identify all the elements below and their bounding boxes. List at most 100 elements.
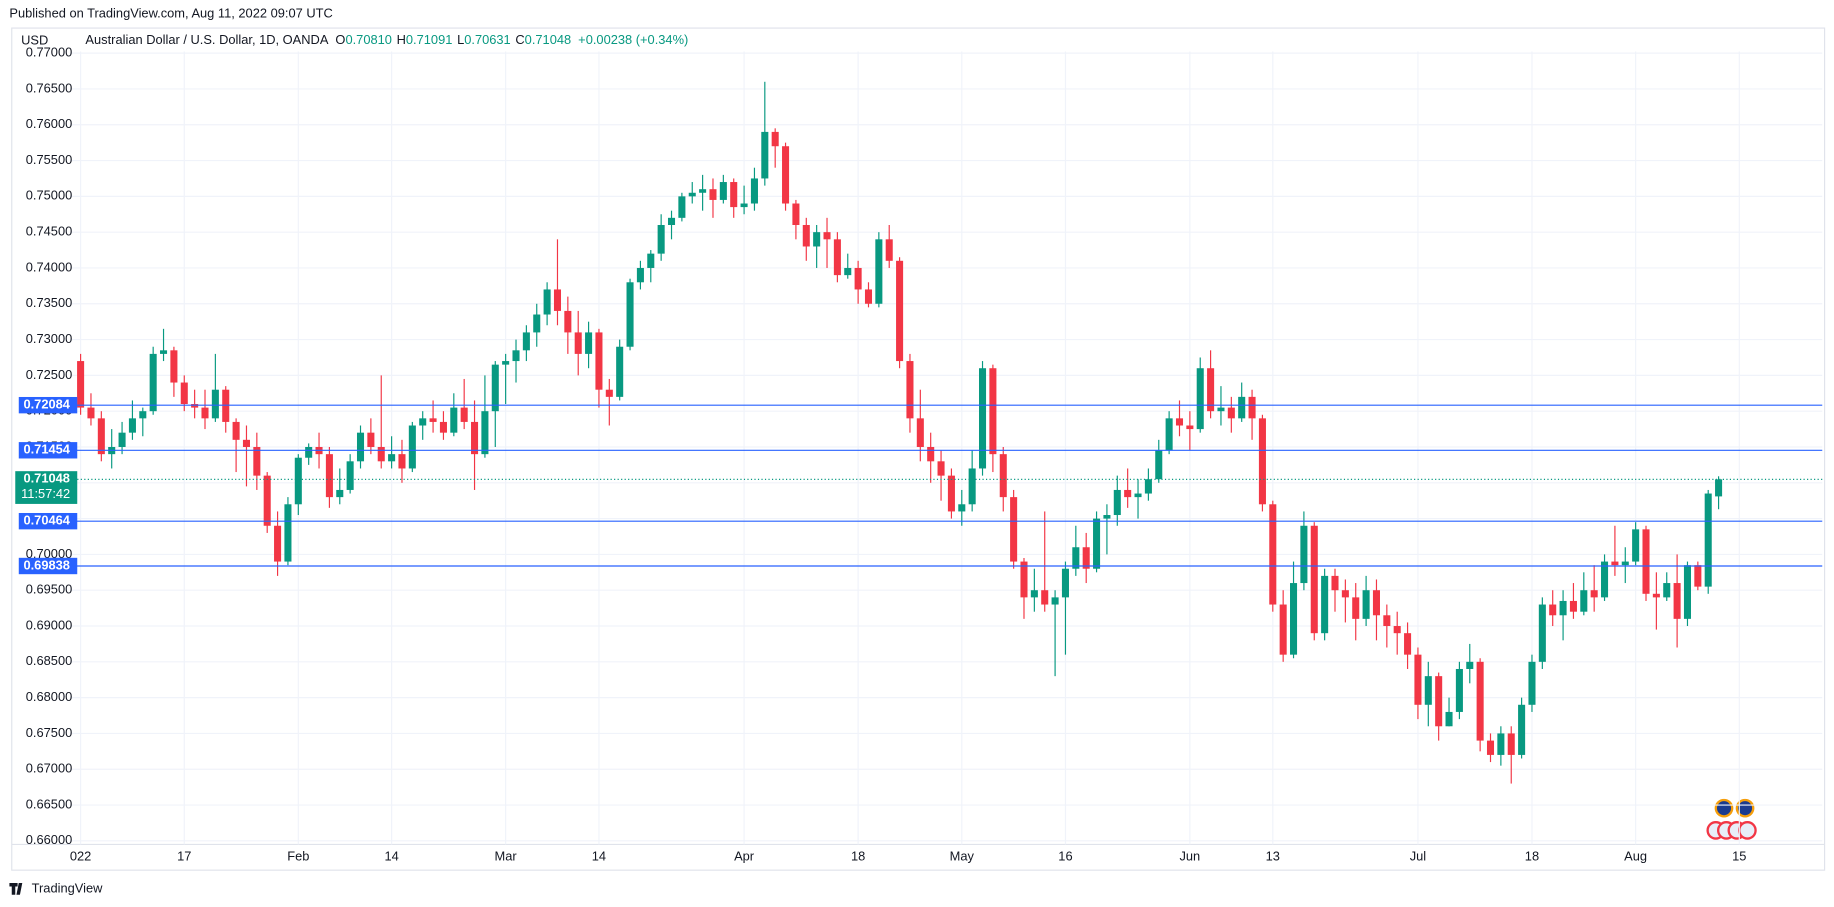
y-tick-label: 0.73500: [26, 295, 72, 310]
candle-body: [553, 289, 562, 311]
candle-body: [1518, 704, 1526, 755]
candle-body: [450, 407, 458, 433]
x-tick-label: 18: [1525, 849, 1539, 864]
candle-body: [1331, 575, 1339, 591]
legend: Australian Dollar / U.S. Dollar, 1D, OAN…: [85, 32, 688, 47]
candle-body: [968, 468, 976, 505]
y-tick-label: 0.77000: [26, 45, 72, 60]
x-tick-label: Jul: [1410, 849, 1426, 864]
y-tick-label: 0.68000: [26, 689, 72, 704]
candle-body: [1165, 418, 1173, 451]
y-tick-label: 0.67000: [26, 761, 72, 776]
candle-body: [1186, 425, 1194, 430]
x-tick-label: Mar: [495, 849, 518, 864]
candle-body: [1528, 661, 1536, 705]
candle-body: [1704, 493, 1712, 587]
candle-body: [1632, 529, 1640, 562]
candle-body: [678, 196, 686, 218]
candles: [77, 81, 1723, 784]
candle-body: [958, 504, 966, 512]
candle-body: [1455, 668, 1463, 712]
candle-body: [222, 389, 230, 422]
candle-body: [128, 418, 136, 433]
candle-body: [180, 382, 188, 405]
candle-body: [699, 189, 707, 193]
candle-body: [502, 361, 510, 365]
candle-body: [1341, 590, 1349, 598]
candle-body: [896, 260, 904, 362]
y-tick-label: 0.69000: [26, 617, 72, 632]
candle-body: [626, 282, 634, 347]
y-tick-label: 0.74500: [26, 224, 72, 239]
candle-body: [1393, 626, 1401, 634]
candle-body: [1424, 676, 1432, 705]
candle-body: [1248, 396, 1256, 419]
candle-body: [864, 289, 873, 304]
candle-body: [242, 439, 250, 447]
candle-body: [1486, 740, 1495, 755]
candle-body: [875, 239, 883, 304]
y-tick-label: 0.76500: [26, 80, 72, 95]
candle-body: [149, 353, 157, 412]
y-tick-label: 0.76000: [26, 116, 72, 131]
candle-body: [1476, 661, 1484, 741]
candle-body: [1507, 733, 1515, 755]
candle-body: [274, 525, 282, 562]
level-label: 0.69838: [23, 557, 69, 572]
candle-body: [118, 432, 126, 447]
x-tick-label: 18: [851, 849, 865, 864]
candle-body: [1269, 504, 1277, 605]
candle-body: [1694, 565, 1702, 587]
candle-body: [1352, 597, 1360, 619]
candle-body: [1227, 407, 1235, 419]
candle-body: [1093, 518, 1101, 569]
level-label-box: [18, 396, 78, 414]
candle-body: [1559, 600, 1567, 616]
h-label: H: [397, 32, 406, 47]
x-tick-label: 16: [1058, 849, 1072, 864]
candle-body: [1321, 575, 1329, 634]
candle-body: [1549, 604, 1557, 616]
o-label: O: [335, 32, 345, 47]
candle-body: [813, 232, 821, 247]
candle-body: [471, 421, 479, 455]
candle-body: [833, 239, 841, 276]
candle-body: [1362, 590, 1370, 619]
candle-body: [574, 332, 582, 354]
candle-body: [97, 418, 105, 455]
candle-body: [439, 421, 447, 433]
candle-body: [1497, 733, 1505, 755]
candle-body: [595, 332, 603, 390]
last-price: 0.71048: [23, 471, 69, 486]
candle-body: [1155, 450, 1163, 480]
level-label-box: [18, 557, 78, 575]
flag-icon: [1738, 821, 1757, 840]
candle-body: [460, 407, 468, 422]
candle-body: [657, 224, 665, 254]
candle-body: [1072, 547, 1080, 569]
candle-body: [647, 253, 655, 268]
level-label: 0.71454: [23, 442, 70, 457]
candle-body: [419, 418, 427, 426]
candle-body: [1041, 590, 1049, 605]
candle-body: [305, 446, 313, 458]
countdown: 11:57:42: [21, 486, 70, 501]
candle-body: [1642, 529, 1650, 594]
candle-body: [1601, 561, 1609, 598]
candle-body: [854, 267, 862, 290]
flag-icon: [1735, 798, 1755, 818]
candle-body: [1569, 600, 1577, 612]
candle-body: [1621, 561, 1629, 566]
candle-body: [1414, 654, 1422, 705]
candle-body: [1279, 604, 1287, 655]
candle-body: [388, 454, 396, 462]
candle-body: [792, 203, 800, 225]
l-label: L: [457, 32, 464, 47]
logo-mark: [9, 883, 23, 895]
candle-body: [284, 504, 292, 562]
x-tick-label: Feb: [287, 849, 309, 864]
candle-body: [1238, 396, 1246, 419]
change: +0.00238 (+0.34%): [578, 32, 688, 47]
candle-body: [1652, 593, 1660, 598]
candle-body: [1010, 497, 1018, 562]
